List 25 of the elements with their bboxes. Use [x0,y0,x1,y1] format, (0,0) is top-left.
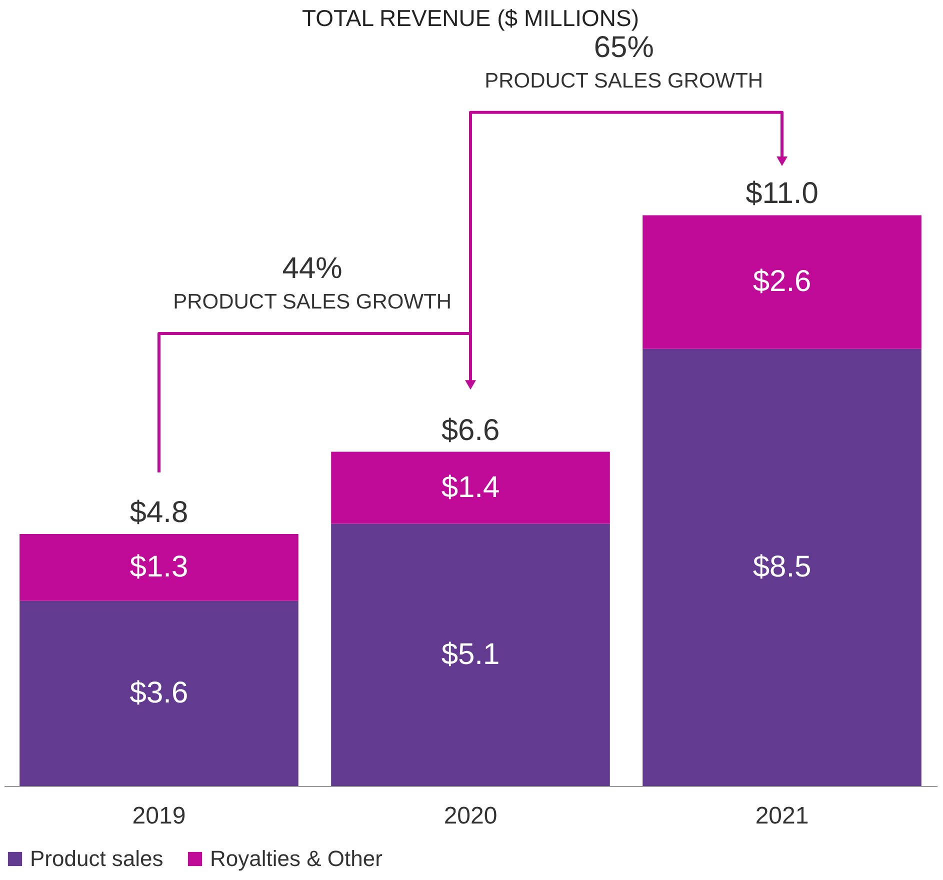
chart-title: TOTAL REVENUE ($ MILLIONS) [302,5,639,32]
total-label: $4.8 [130,496,188,530]
bar [331,524,610,786]
bar [642,348,922,786]
data-label: $2.6 [752,265,812,298]
annotation: PRODUCT SALES GROWTH [173,290,452,314]
bar [331,452,610,524]
annotation: 44% [282,252,342,286]
text: PRODUCT SALES GROWTH [484,70,764,93]
text: 65% [594,31,654,64]
bar [20,600,298,786]
bar [642,215,922,349]
total-label: $11.0 [746,177,818,210]
total-label: $6.6 [441,414,500,447]
data-label: $3.6 [130,676,188,710]
bar [20,534,298,601]
data-label: $1.3 [130,550,188,584]
x-tick-label: 2019 [132,802,186,830]
data-label: $5.1 [441,638,500,671]
data-label: $1.4 [441,470,500,504]
x-tick-label: 2021 [755,802,809,830]
legend-label: Royalties & Other [210,846,382,871]
legend-label: Product sales [30,846,164,871]
data-label: $8.5 [752,550,812,584]
x-tick-label: 2020 [444,802,498,830]
